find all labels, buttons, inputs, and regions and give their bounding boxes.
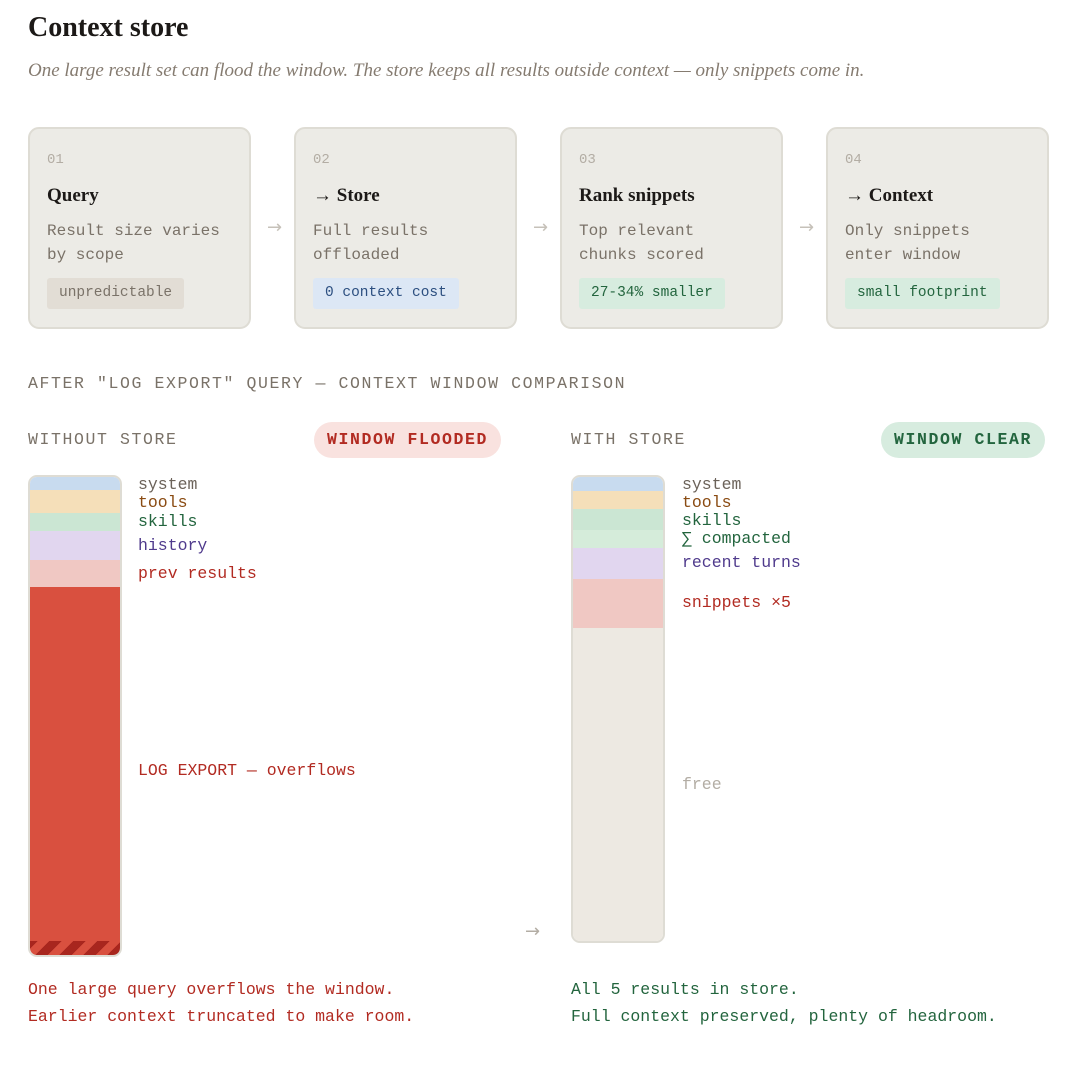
segment-system [573,477,663,491]
caption-line: All 5 results in store. [571,980,799,999]
segment-history [30,531,120,561]
arrow-right-icon: → [533,217,549,238]
segment-label-compacted: ∑ compacted [682,529,791,549]
segment-label-free: free [682,774,722,794]
segment-tools [30,490,120,514]
without-store-label: WITHOUT STORE [28,430,178,449]
context-window-bar-without-store [28,475,122,957]
segment-system [30,477,120,491]
step-card-query: 01 Query Result size varies by scope unp… [28,127,251,329]
caption-line: Full context preserved, plenty of headro… [571,1007,997,1026]
without-store-caption: One large query overflows the window. Ea… [28,976,414,1030]
arrow-right-icon: → [799,217,815,238]
step-number: 04 [845,152,862,168]
page-title: Context store [28,12,189,43]
step-number: 01 [47,152,64,168]
overflow-hatching [30,940,120,955]
page-subtitle: One large result set can flood the windo… [28,60,865,81]
step-title: Rank snippets [579,185,695,206]
step-description: Top relevant chunks scored [579,222,704,264]
with-store-label: WITH STORE [571,430,687,449]
window-clear-badge: WINDOW CLEAR [881,422,1046,458]
step-title: Query [47,185,99,206]
segment-label-snippets-5: snippets ×5 [682,593,791,613]
segment-recent-turns [573,547,663,579]
window-flooded-badge: WINDOW FLOODED [314,422,502,458]
step-badge: 0 context cost [313,278,459,309]
segment-label-tools: tools [682,493,732,512]
step-badge: small footprint [845,278,1000,309]
arrow-right-icon: → [525,921,541,942]
segment-label-recent-turns: recent turns [682,553,801,573]
caption-line: One large query overflows the window. [28,980,395,999]
step-title: → Store [313,185,380,206]
step-number: 03 [579,152,596,168]
step-title: → Context [845,185,934,206]
segment-prev-results [30,560,120,587]
step-card-store: 02 → Store Full results offloaded 0 cont… [294,127,517,329]
segment-free [573,628,663,941]
arrow-right-icon: → [267,217,283,238]
segment-compacted [573,530,663,548]
step-description: Result size varies by scope [47,222,220,264]
segment-label-system: system [138,475,198,494]
comparison-heading: AFTER "LOG EXPORT" QUERY — CONTEXT WINDO… [28,374,627,393]
segment-label-skills: skills [138,512,198,532]
context-window-bar-with-store [571,475,665,943]
segment-skills [573,508,663,531]
with-store-caption: All 5 results in store. Full context pre… [571,976,997,1030]
segment-snippets-5 [573,578,663,629]
segment-log-export-overflows [30,586,120,941]
step-card-context: 04 → Context Only snippets enter window … [826,127,1049,329]
segment-label-system: system [682,475,742,494]
caption-line: Earlier context truncated to make room. [28,1007,415,1026]
segment-label-skills: skills [682,511,742,530]
segment-label-prev-results: prev results [138,563,257,583]
step-badge: 27-34% smaller [579,278,725,309]
step-number: 02 [313,152,330,168]
segment-label-log-export-overflows: LOG EXPORT — overflows [138,760,356,780]
step-description: Only snippets enter window [845,222,970,264]
segment-label-history: history [138,535,208,555]
step-description: Full results offloaded [313,222,429,264]
segment-tools [573,490,663,509]
segment-skills [30,513,120,532]
step-card-rank-snippets: 03 Rank snippets Top relevant chunks sco… [560,127,783,329]
segment-label-tools: tools [138,493,188,512]
step-badge: unpredictable [47,278,185,309]
